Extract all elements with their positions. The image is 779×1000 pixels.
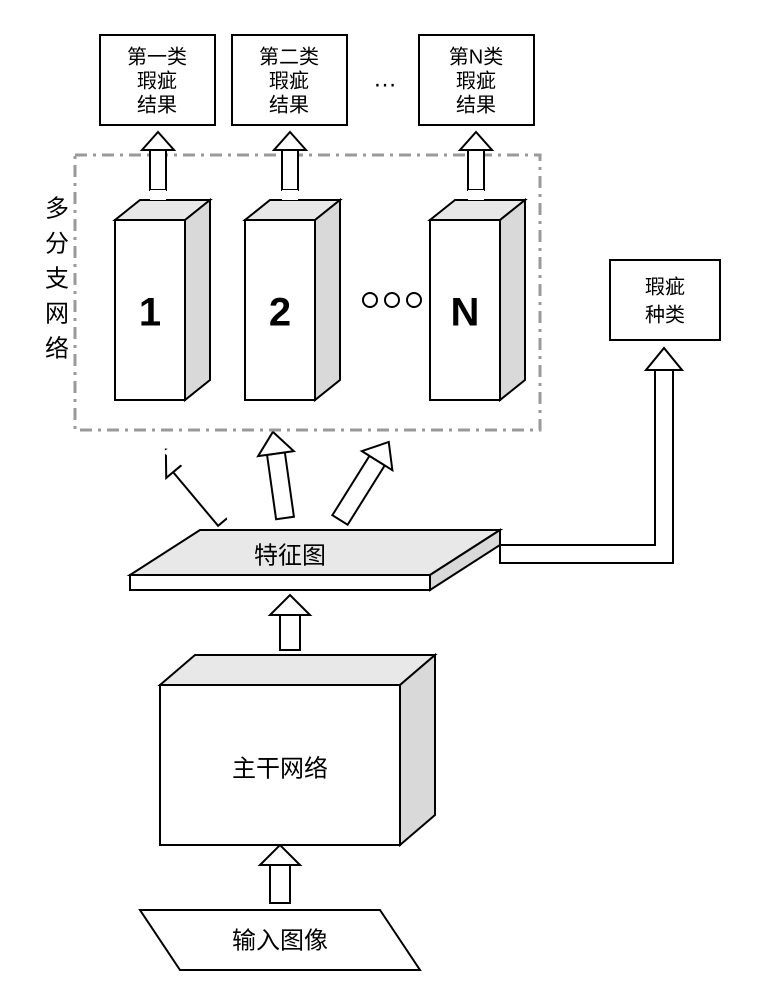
backbone-block: 主干网络 [160, 655, 435, 845]
arrow-feature-to-defecttype [500, 370, 673, 563]
diagram-canvas: 输入图像 主干网络 特征图 [0, 0, 779, 1000]
svg-text:瑕疵: 瑕疵 [137, 69, 177, 92]
branch-panel-label-3: 支 [45, 265, 69, 292]
arrow-elbow-clean [500, 348, 682, 563]
input-image-label: 输入图像 [232, 927, 328, 954]
feature-map-block: 特征图 [130, 530, 500, 590]
branch-1-num: 1 [139, 291, 161, 335]
svg-text:第一类: 第一类 [127, 45, 187, 68]
svg-text:种类: 种类 [645, 303, 685, 326]
result-1: 第一类 瑕疵 结果 [100, 35, 215, 125]
feature-map-label: 特征图 [254, 542, 326, 569]
svg-text:结果: 结果 [269, 93, 309, 116]
svg-text:结果: 结果 [137, 93, 177, 116]
result-2: 第二类 瑕疵 结果 [232, 35, 347, 125]
branch-panel-label-4: 网 [45, 300, 69, 327]
branch-2: 2 [245, 200, 340, 400]
arrow-branch1-to-result [142, 132, 174, 190]
branch-n-num: N [451, 291, 480, 335]
svg-text:瑕疵: 瑕疵 [456, 69, 496, 92]
arrow-branch2-to-result [274, 132, 306, 190]
svg-text:第二类: 第二类 [259, 45, 319, 68]
branch-n: N [430, 200, 525, 400]
branch-panel-label-1: 多 [45, 195, 69, 222]
input-image-block: 输入图像 [140, 910, 420, 970]
result-n: 第N类 瑕疵 结果 [419, 35, 534, 125]
svg-text:瑕疵: 瑕疵 [645, 275, 685, 298]
svg-text:结果: 结果 [456, 93, 496, 116]
arrow-branchn-to-result [460, 132, 492, 190]
ellipsis-mid [363, 293, 421, 307]
svg-text:瑕疵: 瑕疵 [269, 69, 309, 92]
branch-panel-label-2: 分 [45, 230, 69, 257]
ellipsis-top: … [373, 65, 397, 92]
backbone-label: 主干网络 [232, 755, 328, 782]
branch-2-num: 2 [269, 291, 291, 335]
branch-1: 1 [115, 200, 210, 400]
svg-text:第N类: 第N类 [449, 45, 503, 68]
branch-panel-label-5: 络 [45, 335, 69, 362]
arrow-backbone-to-feature [270, 595, 310, 650]
arrow-input-to-backbone [260, 845, 300, 903]
defect-type-block: 瑕疵 种类 [610, 260, 720, 340]
